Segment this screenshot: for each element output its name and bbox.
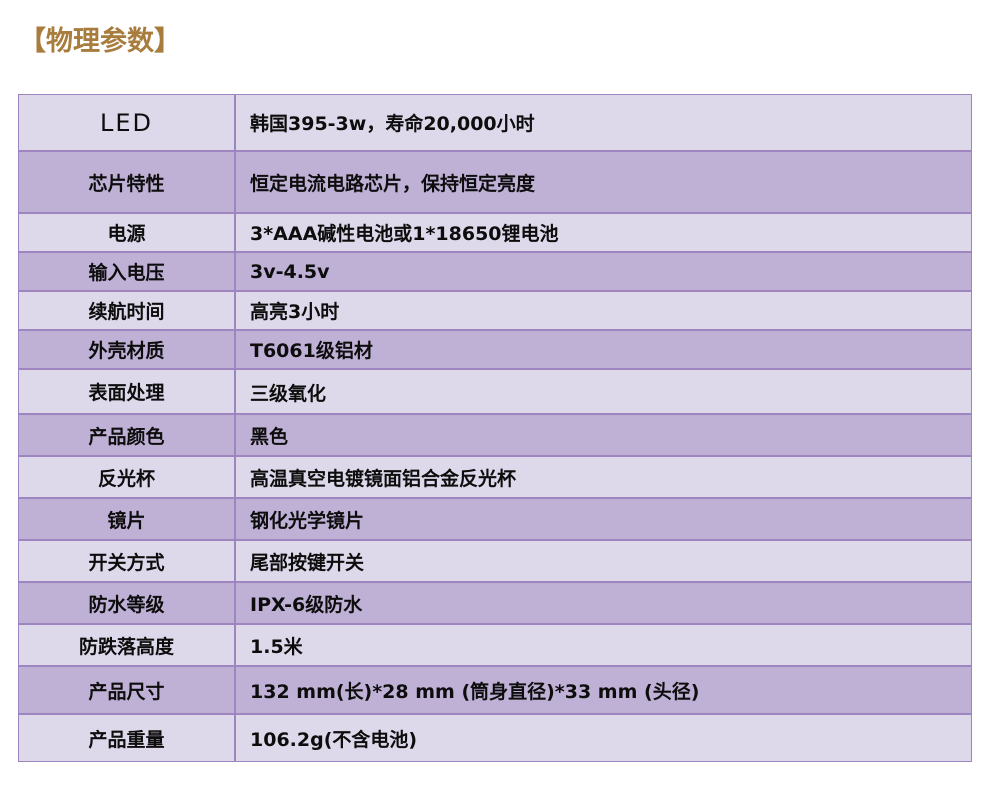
spec-label: 产品重量 — [18, 714, 235, 762]
spec-value: 106.2g(不含电池) — [235, 714, 972, 762]
spec-value: 高亮3小时 — [235, 291, 972, 330]
spec-label: 产品尺寸 — [18, 666, 235, 714]
spec-label: 防水等级 — [18, 582, 235, 624]
table-row: 防水等级 IPX-6级防水 — [18, 582, 972, 624]
spec-label: 外壳材质 — [18, 330, 235, 369]
table-row: 反光杯 高温真空电镀镜面铝合金反光杯 — [18, 456, 972, 498]
spec-label: 反光杯 — [18, 456, 235, 498]
spec-value: 高温真空电镀镜面铝合金反光杯 — [235, 456, 972, 498]
table-row: LED 韩国395-3w，寿命20,000小时 — [18, 94, 972, 151]
spec-label: 输入电压 — [18, 252, 235, 291]
table-row: 外壳材质 T6061级铝材 — [18, 330, 972, 369]
table-row: 产品尺寸 132 mm(长)*28 mm (筒身直径)*33 mm (头径) — [18, 666, 972, 714]
spec-value: 1.5米 — [235, 624, 972, 666]
spec-label: 镜片 — [18, 498, 235, 540]
spec-value: 132 mm(长)*28 mm (筒身直径)*33 mm (头径) — [235, 666, 972, 714]
spec-value: 3*AAA碱性电池或1*18650锂电池 — [235, 213, 972, 252]
table-row: 产品颜色 黑色 — [18, 414, 972, 456]
page-title: 【物理参数】 — [19, 26, 181, 57]
spec-label: 产品颜色 — [18, 414, 235, 456]
table-row: 电源 3*AAA碱性电池或1*18650锂电池 — [18, 213, 972, 252]
spec-label: 开关方式 — [18, 540, 235, 582]
spec-label: 芯片特性 — [18, 151, 235, 213]
spec-label: 表面处理 — [18, 369, 235, 414]
spec-value: 尾部按键开关 — [235, 540, 972, 582]
spec-label: 防跌落高度 — [18, 624, 235, 666]
table-row: 镜片 钢化光学镜片 — [18, 498, 972, 540]
spec-value: T6061级铝材 — [235, 330, 972, 369]
table-row: 表面处理 三级氧化 — [18, 369, 972, 414]
table-row: 开关方式 尾部按键开关 — [18, 540, 972, 582]
spec-value: 韩国395-3w，寿命20,000小时 — [235, 94, 972, 151]
spec-value: 三级氧化 — [235, 369, 972, 414]
spec-value: 钢化光学镜片 — [235, 498, 972, 540]
spec-value: 3v-4.5v — [235, 252, 972, 291]
table-row: 输入电压 3v-4.5v — [18, 252, 972, 291]
table-row: 防跌落高度 1.5米 — [18, 624, 972, 666]
spec-value: 黑色 — [235, 414, 972, 456]
spec-label: LED — [18, 94, 235, 151]
table-row: 芯片特性 恒定电流电路芯片，保持恒定亮度 — [18, 151, 972, 213]
physical-parameters-table: LED 韩国395-3w，寿命20,000小时 芯片特性 恒定电流电路芯片，保持… — [18, 94, 972, 762]
spec-label: 电源 — [18, 213, 235, 252]
spec-table-body: LED 韩国395-3w，寿命20,000小时 芯片特性 恒定电流电路芯片，保持… — [18, 94, 972, 762]
table-row: 产品重量 106.2g(不含电池) — [18, 714, 972, 762]
table-row: 续航时间 高亮3小时 — [18, 291, 972, 330]
spec-value: 恒定电流电路芯片，保持恒定亮度 — [235, 151, 972, 213]
spec-label: 续航时间 — [18, 291, 235, 330]
spec-value: IPX-6级防水 — [235, 582, 972, 624]
